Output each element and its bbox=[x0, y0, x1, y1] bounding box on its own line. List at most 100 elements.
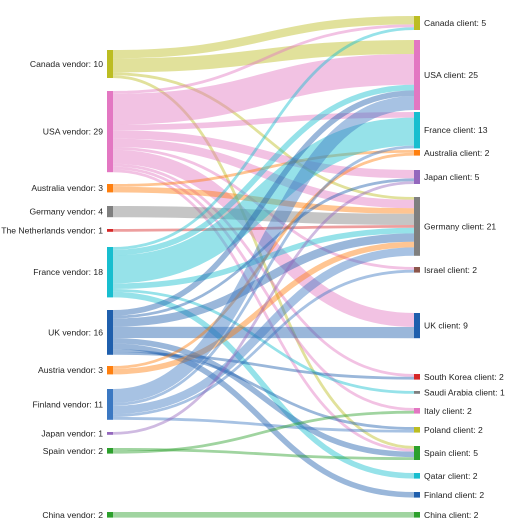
source-label-canada: Canada vendor: 10 bbox=[30, 59, 103, 69]
source-label-finland: Finland vendor: 11 bbox=[32, 399, 103, 409]
flow-link-australia-to-germany bbox=[112, 186, 415, 214]
flow-link-usa-to-italy bbox=[112, 166, 415, 411]
target-node-spain bbox=[414, 446, 420, 460]
target-node-uk bbox=[414, 313, 420, 339]
source-node-japan bbox=[107, 432, 113, 435]
flow-link-usa-to-canada bbox=[112, 24, 415, 94]
flow-link-canada-to-spain bbox=[112, 75, 415, 449]
target-node-qatar bbox=[414, 473, 420, 479]
source-node-germany bbox=[107, 206, 113, 218]
flow-link-uk-to-poland bbox=[112, 349, 415, 430]
target-label-spain: Spain client: 5 bbox=[424, 448, 478, 458]
flow-link-france-to-france bbox=[112, 117, 415, 284]
target-node-italy bbox=[414, 408, 420, 414]
flow-link-finland-to-israel bbox=[112, 269, 415, 417]
source-label-germany: Germany vendor: 4 bbox=[29, 207, 103, 217]
source-node-finland bbox=[107, 389, 113, 420]
source-label-china: China vendor: 2 bbox=[42, 510, 103, 520]
target-node-saudi_arabia bbox=[414, 391, 420, 394]
flow-link-netherlands-to-germany bbox=[112, 225, 415, 232]
source-label-uk: UK vendor: 16 bbox=[48, 327, 103, 337]
sankey-labels: Canada vendor: 10 USA vendor: 29 Australia… bbox=[1, 18, 505, 520]
flow-link-canada-to-canada bbox=[112, 16, 415, 59]
target-node-france bbox=[414, 112, 420, 149]
target-node-finland bbox=[414, 492, 420, 498]
source-node-uk bbox=[107, 310, 113, 355]
target-node-poland bbox=[414, 427, 420, 433]
flow-link-finland-to-poland bbox=[112, 417, 415, 433]
flow-link-germany-to-germany bbox=[112, 206, 415, 225]
target-label-japan: Japan client: 5 bbox=[424, 172, 480, 182]
source-label-austria: Austria vendor: 3 bbox=[38, 365, 103, 375]
flow-link-france-to-saudi_arabia bbox=[112, 289, 415, 394]
flow-link-usa-to-south_korea bbox=[112, 163, 415, 377]
target-label-china: China client: 2 bbox=[424, 510, 479, 520]
target-label-finland: Finland client: 2 bbox=[424, 490, 484, 500]
source-node-china bbox=[107, 512, 113, 518]
source-label-spain: Spain vendor: 2 bbox=[43, 446, 103, 456]
source-label-usa: USA vendor: 29 bbox=[43, 127, 103, 137]
target-label-canada: Canada client: 5 bbox=[424, 18, 486, 28]
target-label-israel: Israel client: 2 bbox=[424, 265, 477, 275]
source-label-france: France vendor: 18 bbox=[33, 267, 103, 277]
flow-link-usa-to-israel bbox=[112, 147, 415, 270]
target-label-saudi_arabia: Saudi Arabia client: 1 bbox=[424, 387, 505, 397]
source-node-usa bbox=[107, 91, 113, 173]
flow-link-finland-to-usa bbox=[112, 96, 415, 403]
target-label-germany: Germany client: 21 bbox=[424, 221, 496, 231]
flow-link-usa-to-france bbox=[112, 112, 415, 131]
flow-link-uk-to-germany bbox=[112, 233, 415, 327]
flow-link-usa-to-uk bbox=[112, 149, 415, 327]
flow-link-finland-to-france bbox=[112, 145, 415, 406]
source-node-australia bbox=[107, 184, 113, 193]
flow-link-usa-to-japan bbox=[112, 130, 415, 179]
source-label-japan: Japan vendor: 1 bbox=[41, 428, 103, 438]
target-node-japan bbox=[414, 170, 420, 184]
flow-link-austria-to-germany bbox=[112, 241, 415, 375]
flow-link-canada-to-germany bbox=[112, 72, 415, 200]
target-label-uk: UK client: 9 bbox=[424, 321, 468, 331]
source-label-netherlands: The Netherlands vendor: 1 bbox=[1, 225, 103, 235]
flow-link-france-to-usa bbox=[112, 84, 415, 256]
flow-link-japan-to-japan bbox=[112, 181, 415, 435]
flow-link-finland-to-germany bbox=[112, 247, 415, 415]
source-label-australia: Australia vendor: 3 bbox=[31, 183, 103, 193]
source-node-austria bbox=[107, 366, 113, 375]
target-node-canada bbox=[414, 16, 420, 30]
target-label-qatar: Qatar client: 2 bbox=[424, 471, 478, 481]
flow-link-usa-to-germany bbox=[112, 138, 415, 209]
sankey-nodes bbox=[107, 16, 420, 518]
flow-link-france-to-canada bbox=[112, 27, 415, 250]
flow-link-canada-to-usa bbox=[112, 40, 415, 73]
flow-link-uk-to-finland bbox=[112, 343, 415, 498]
target-node-germany bbox=[414, 197, 420, 256]
flow-link-uk-to-spain bbox=[112, 338, 415, 458]
flow-link-spain-to-italy bbox=[112, 410, 415, 454]
flow-link-usa-to-spain bbox=[112, 169, 415, 452]
target-label-south_korea: South Korea client: 2 bbox=[424, 372, 504, 382]
target-label-poland: Poland client: 2 bbox=[424, 425, 483, 435]
flow-link-austria-to-australia bbox=[112, 152, 415, 369]
flow-link-uk-to-south_korea bbox=[112, 352, 415, 380]
source-node-spain bbox=[107, 448, 113, 454]
flow-link-uk-to-usa bbox=[112, 90, 415, 316]
target-label-australia: Australia client: 2 bbox=[424, 148, 490, 158]
flow-link-australia-to-australia bbox=[112, 150, 415, 187]
flow-link-france-to-germany bbox=[112, 227, 415, 289]
flow-link-spain-to-spain bbox=[112, 448, 415, 460]
source-node-france bbox=[107, 247, 113, 298]
sankey-links bbox=[112, 16, 415, 518]
target-node-south_korea bbox=[414, 374, 420, 380]
target-node-israel bbox=[414, 267, 420, 273]
target-label-france: France client: 13 bbox=[424, 125, 488, 135]
target-label-italy: Italy client: 2 bbox=[424, 406, 472, 416]
flow-link-uk-to-japan bbox=[112, 178, 415, 319]
flow-link-france-to-qatar bbox=[112, 291, 415, 479]
target-label-usa: USA client: 25 bbox=[424, 70, 478, 80]
target-node-china bbox=[414, 512, 420, 518]
target-node-australia bbox=[414, 150, 420, 156]
flow-link-usa-to-usa bbox=[112, 54, 415, 125]
target-node-usa bbox=[414, 40, 420, 110]
source-node-netherlands bbox=[107, 229, 113, 232]
